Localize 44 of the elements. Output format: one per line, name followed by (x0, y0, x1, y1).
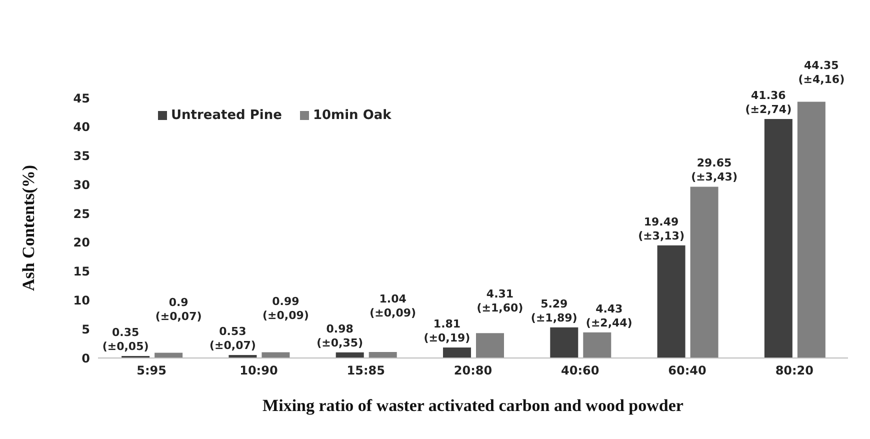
x-axis-title: Mixing ratio of waster activated carbon and wood powder (262, 396, 684, 415)
bar (368, 352, 397, 358)
bar (476, 333, 504, 358)
x-tick-label: 40:60 (561, 364, 600, 378)
data-label: 0.99 (±0,09) (262, 294, 309, 322)
data-label: 4.43 (±2,44) (586, 302, 632, 330)
y-tick-label: 10 (73, 293, 90, 308)
y-tick-label: 5 (82, 322, 90, 336)
bar (764, 119, 792, 358)
data-label: 1.81 (±0,19) (424, 318, 470, 345)
data-label: 4.31 (±1,60) (476, 288, 524, 315)
y-tick-label: 45 (73, 91, 90, 106)
y-tick-label: 0 (82, 351, 90, 366)
y-tick-label: 15 (73, 264, 90, 279)
data-label: 5.29 (±1,89) (530, 297, 578, 324)
bar (797, 102, 826, 358)
y-axis-title: Ash Contents(%) (19, 164, 38, 292)
bar (550, 327, 578, 358)
data-label: 19.49 (±3,13) (638, 215, 684, 242)
legend-label: 10min Oak (312, 108, 392, 123)
data-label: 1.04 (±0,09) (370, 292, 416, 320)
y-tick-label: 30 (73, 178, 90, 192)
bar (657, 245, 686, 358)
x-tick-label: 20:80 (454, 364, 492, 378)
y-tick-label: 25 (73, 206, 90, 221)
bar (443, 348, 471, 358)
data-label: 0.9 (±0,07) (155, 296, 202, 323)
data-label: 0.53 (±0,07) (210, 324, 256, 352)
x-tick-label: 5:95 (136, 364, 166, 378)
x-tick-label: 15:85 (346, 364, 385, 378)
data-label: 0.98 (±0,35) (316, 322, 364, 350)
data-label: 29.65 (±3,43) (691, 156, 738, 184)
bar (583, 332, 612, 358)
x-tick-label: 60:40 (668, 364, 706, 378)
x-tick-label: 10:90 (240, 364, 278, 378)
data-label: 41.36 (±2,74) (745, 89, 792, 116)
y-tick-label: 20 (73, 236, 90, 250)
legend-label: Untreated Pine (170, 108, 282, 123)
y-tick-label: 40 (73, 120, 90, 134)
data-label: 44.35 (±4,16) (798, 59, 845, 86)
y-tick-label: 35 (73, 149, 90, 164)
data-label: 0.35 (±0,05) (102, 326, 149, 353)
x-tick-label: 80:20 (775, 364, 814, 378)
bar (690, 186, 718, 358)
